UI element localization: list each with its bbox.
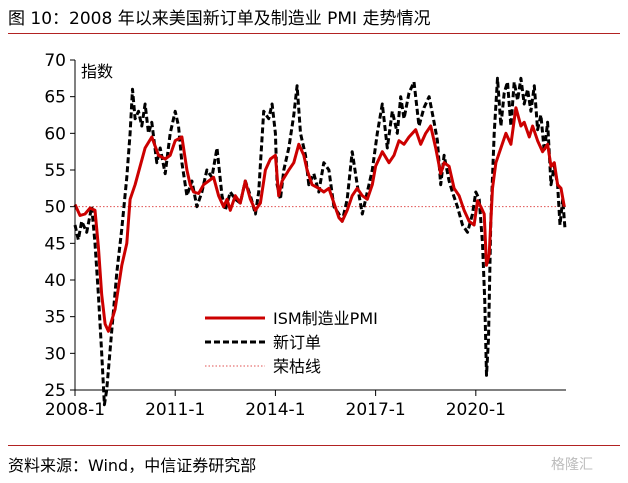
x-tick-label: 2008-1 (45, 400, 105, 420)
series-layer (73, 76, 567, 407)
legend-label-new-orders: 新订单 (273, 333, 321, 352)
y-tick-label: 50 (44, 198, 66, 218)
y-tick-label: 55 (44, 161, 66, 181)
y-tick-label: 60 (44, 124, 66, 144)
source-note: 资料来源：Wind，中信证券研究部 (8, 456, 257, 475)
pmi-series-line (73, 106, 566, 333)
y-tick-label: 65 (44, 88, 66, 108)
x-tick-label: 2017-1 (346, 400, 406, 420)
new-orders-series-line (73, 76, 567, 407)
source-divider (8, 445, 620, 446)
title-divider (8, 33, 620, 34)
y-tick-label: 25 (44, 381, 66, 401)
figure-title: 图 10：2008 年以来美国新订单及制造业 PMI 走势情况 (8, 9, 431, 29)
y-tick-label: 70 (44, 51, 66, 71)
y-tick-label: 30 (44, 344, 66, 364)
y-tick-label: 40 (44, 271, 66, 291)
legend-label-boom-bust: 荣枯线 (273, 357, 321, 376)
x-tick-label: 2014-1 (245, 400, 305, 420)
x-tick-label: 2011-1 (145, 400, 205, 420)
axis-layer: 25 30 35 40 45 50 55 60 65 70 2008-1 2011-1 2014-1 20… (44, 51, 566, 420)
watermark: 格隆汇 (551, 457, 593, 473)
x-tick-label: 2020-1 (446, 400, 506, 420)
y-tick-label: 35 (44, 308, 66, 328)
y-tick-label: 45 (44, 234, 66, 254)
y-axis-label: 指数 (81, 63, 113, 81)
legend-label-pmi: ISM制造业PMI (273, 309, 378, 328)
